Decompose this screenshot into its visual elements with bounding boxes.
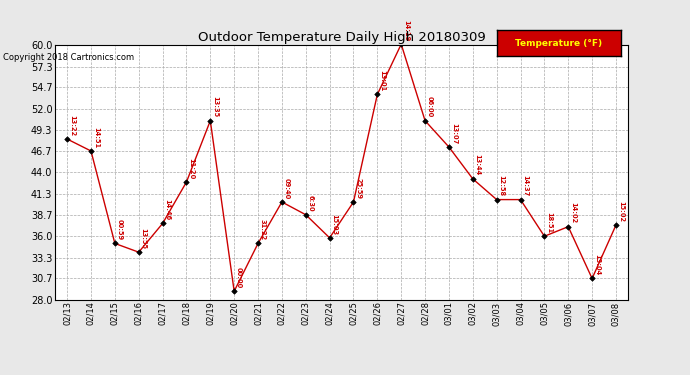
Text: 14:02: 14:02 [570,202,576,223]
Text: Temperature (°F): Temperature (°F) [515,39,602,48]
Text: 14:46: 14:46 [164,199,170,220]
Text: 31:22: 31:22 [260,219,266,240]
Text: 00:59: 00:59 [117,219,123,240]
Text: 13:22: 13:22 [69,115,75,136]
Text: Copyright 2018 Cartronics.com: Copyright 2018 Cartronics.com [3,53,135,62]
Text: 14:37: 14:37 [522,175,529,196]
Text: 12:58: 12:58 [499,175,504,196]
Text: 13:35: 13:35 [213,96,218,117]
Text: 09:40: 09:40 [284,177,290,199]
Text: 15:02: 15:02 [618,201,624,222]
Text: 00:00: 00:00 [236,267,242,288]
Text: 18:51: 18:51 [546,212,552,233]
Text: 14:51: 14:51 [93,127,99,148]
Text: 13:55: 13:55 [141,228,147,249]
Text: 13:07: 13:07 [451,123,457,144]
Text: 13:04: 13:04 [594,254,600,275]
Text: 25:59: 25:59 [355,178,362,199]
Text: 15:03: 15:03 [331,213,337,235]
Text: 6:30: 6:30 [308,195,314,211]
Text: 06:00: 06:00 [427,96,433,117]
Text: 14:19: 14:19 [403,20,409,41]
Text: 13:44: 13:44 [475,154,481,176]
Text: 11:20: 11:20 [188,158,195,179]
Text: 13:01: 13:01 [380,70,385,91]
Title: Outdoor Temperature Daily High 20180309: Outdoor Temperature Daily High 20180309 [197,31,486,44]
